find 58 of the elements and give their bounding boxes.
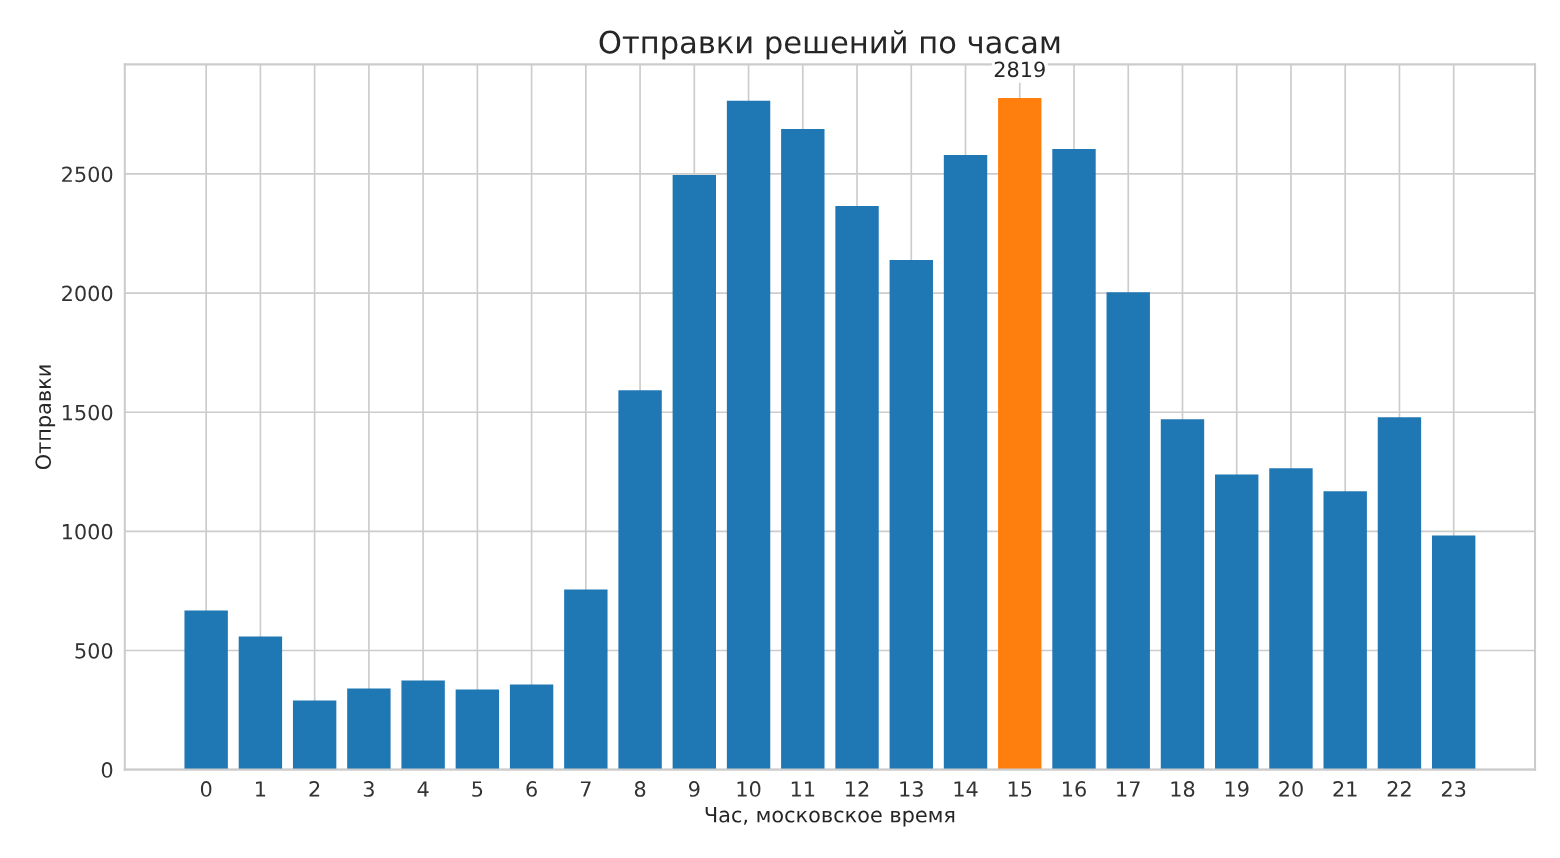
y-tick-label: 500 bbox=[75, 642, 113, 659]
bar bbox=[564, 589, 608, 770]
x-tick-label: 16 bbox=[1063, 781, 1086, 797]
x-tick-label: 9 bbox=[689, 781, 700, 797]
bar bbox=[781, 128, 825, 770]
x-tick-label: 7 bbox=[580, 781, 591, 797]
y-tick-label: 2000 bbox=[62, 285, 113, 302]
x-tick-label: 3 bbox=[363, 781, 374, 797]
x-tick-label: 0 bbox=[200, 781, 212, 797]
bar bbox=[509, 684, 554, 770]
x-tick-label: 5 bbox=[472, 781, 483, 797]
bar bbox=[672, 174, 717, 770]
bar bbox=[1106, 292, 1150, 770]
bar bbox=[1269, 468, 1313, 770]
bar bbox=[943, 154, 988, 770]
x-tick-label: 18 bbox=[1171, 781, 1195, 797]
y-tick-label: 1000 bbox=[62, 523, 113, 540]
x-tick-label: 14 bbox=[954, 781, 978, 797]
x-tick-label: 21 bbox=[1333, 781, 1357, 797]
bar bbox=[238, 636, 283, 770]
y-tick-label: 2500 bbox=[62, 166, 113, 183]
bar bbox=[1377, 417, 1422, 770]
chart-title: Отправки решений по часам bbox=[599, 30, 1060, 60]
x-tick-label: 15 bbox=[1008, 781, 1032, 797]
bar bbox=[998, 97, 1042, 770]
x-tick-label: 12 bbox=[846, 781, 869, 797]
bar bbox=[1160, 419, 1205, 770]
x-tick-label: 1 bbox=[256, 781, 266, 797]
x-tick-label: 4 bbox=[417, 781, 429, 797]
annotation: 2819 bbox=[994, 61, 1045, 78]
x-tick-label: 23 bbox=[1441, 781, 1466, 797]
bar bbox=[618, 390, 662, 770]
bar bbox=[889, 259, 933, 770]
bar bbox=[726, 100, 771, 770]
x-axis-title: Час, московское время bbox=[705, 807, 955, 827]
x-tick-label: 8 bbox=[634, 781, 646, 797]
bar bbox=[1431, 535, 1476, 770]
bar bbox=[455, 689, 500, 770]
x-tick-label: 2 bbox=[309, 781, 320, 797]
bar bbox=[347, 688, 391, 770]
x-tick-label: 20 bbox=[1279, 781, 1303, 797]
x-tick-label: 6 bbox=[526, 781, 537, 797]
bar bbox=[184, 610, 228, 770]
bar bbox=[1323, 491, 1367, 770]
y-tick-label: 1500 bbox=[62, 404, 113, 421]
x-tick-label: 10 bbox=[737, 781, 761, 797]
y-axis-title: Отправки bbox=[35, 365, 56, 470]
x-tick-label: 22 bbox=[1387, 781, 1411, 797]
bar bbox=[835, 205, 879, 770]
bar bbox=[1052, 148, 1096, 770]
x-tick-label: 17 bbox=[1117, 781, 1140, 797]
bar bbox=[1215, 474, 1259, 770]
x-tick-label: 19 bbox=[1225, 781, 1249, 797]
x-tick-label: 13 bbox=[900, 781, 923, 797]
bar bbox=[292, 700, 337, 770]
bar bbox=[401, 680, 445, 770]
y-tick-label: 0 bbox=[101, 762, 113, 778]
x-tick-label: 11 bbox=[791, 781, 815, 797]
